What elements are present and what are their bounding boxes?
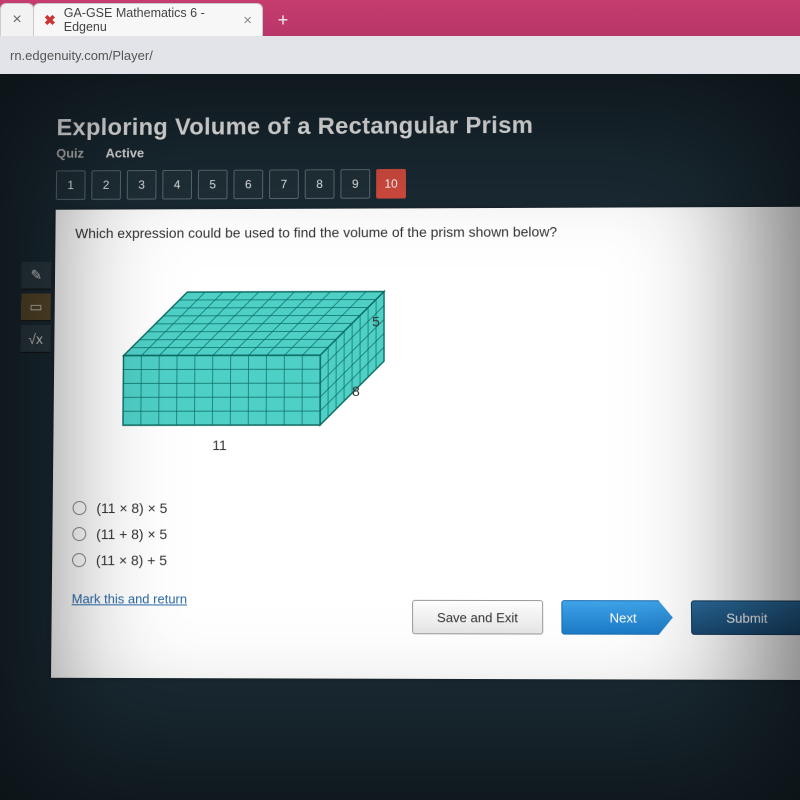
dim-length: 11 — [212, 437, 227, 453]
prev-tab-close[interactable]: × — [0, 3, 34, 36]
answer-list: (11 × 8) × 5 (11 + 8) × 5 (11 × 8) + 5 — [72, 495, 784, 574]
tab-title: GA-GSE Mathematics 6 - Edgenu — [64, 6, 236, 34]
qnav-item-6[interactable]: 6 — [233, 170, 263, 200]
status-value: Active — [106, 146, 145, 161]
question-text: Which expression could be used to find t… — [75, 223, 780, 241]
qnav-item-10[interactable]: 10 — [376, 169, 406, 199]
question-nav: 12345678910 — [22, 163, 800, 210]
favicon-icon: ✖ — [44, 12, 56, 29]
lesson-title: Exploring Volume of a Rectangular Prism — [23, 111, 799, 142]
status-label: Quiz — [56, 146, 84, 161]
save-exit-button[interactable]: Save and Exit — [412, 600, 543, 635]
qnav-item-3[interactable]: 3 — [127, 170, 157, 200]
prism-figure: 5 8 11 — [103, 266, 422, 465]
dim-height: 5 — [372, 313, 380, 329]
radio-icon — [72, 501, 86, 515]
app-shell: Exploring Volume of a Rectangular Prism … — [0, 74, 800, 800]
close-tab-icon[interactable]: × — [243, 12, 252, 29]
url-text: rn.edgenuity.com/Player/ — [10, 48, 153, 63]
qnav-item-9[interactable]: 9 — [340, 169, 370, 199]
footer-actions: Save and Exit Next Submit — [85, 589, 800, 635]
answer-text: (11 + 8) × 5 — [96, 526, 167, 542]
browser-tab[interactable]: ✖ GA-GSE Mathematics 6 - Edgenu × — [33, 3, 263, 36]
qnav-item-4[interactable]: 4 — [162, 170, 192, 200]
answer-option[interactable]: (11 × 8) × 5 — [72, 495, 783, 521]
url-bar[interactable]: rn.edgenuity.com/Player/ — [0, 36, 800, 74]
prism-svg — [103, 266, 402, 445]
new-tab-button[interactable]: + — [269, 8, 297, 32]
qnav-item-8[interactable]: 8 — [305, 169, 335, 199]
qnav-item-7[interactable]: 7 — [269, 169, 299, 199]
next-button[interactable]: Next — [561, 600, 673, 635]
browser-chrome: × ✖ GA-GSE Mathematics 6 - Edgenu × + rn… — [0, 0, 800, 74]
radio-icon — [72, 553, 86, 567]
highlight-tool-icon[interactable]: ▭ — [21, 293, 51, 321]
submit-button[interactable]: Submit — [691, 600, 800, 635]
formula-tool-icon[interactable]: √x — [21, 325, 51, 353]
answer-option[interactable]: (11 + 8) × 5 — [72, 521, 784, 548]
tab-strip: × ✖ GA-GSE Mathematics 6 - Edgenu × + — [0, 0, 800, 36]
question-panel: Which expression could be used to find t… — [51, 207, 800, 680]
pencil-tool-icon[interactable]: ✎ — [21, 262, 51, 290]
qnav-item-2[interactable]: 2 — [91, 170, 121, 200]
qnav-item-5[interactable]: 5 — [198, 170, 228, 200]
tool-column: ✎ ▭ √x — [21, 262, 52, 353]
status-row: Quiz Active — [23, 138, 800, 166]
radio-icon — [72, 527, 86, 541]
answer-text: (11 × 8) × 5 — [96, 500, 167, 516]
answer-text: (11 × 8) + 5 — [96, 552, 167, 568]
dim-width: 8 — [352, 383, 360, 399]
qnav-item-1[interactable]: 1 — [56, 170, 86, 200]
answer-option[interactable]: (11 × 8) + 5 — [72, 547, 784, 574]
